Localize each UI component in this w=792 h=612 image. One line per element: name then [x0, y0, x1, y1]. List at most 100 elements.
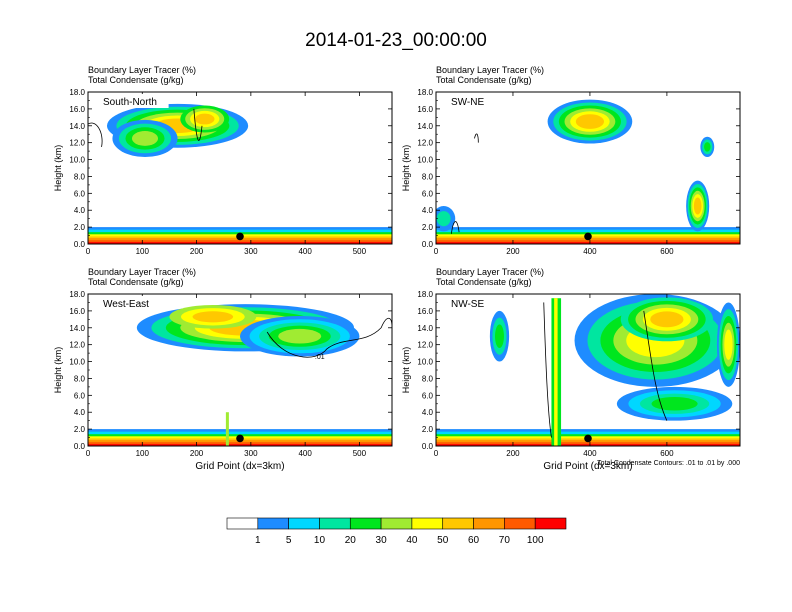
- y-tick-label: 18.0: [69, 88, 85, 97]
- y-tick-label: 8.0: [422, 374, 434, 383]
- y-tick-label: 6.0: [74, 189, 86, 198]
- x-tick-label: 600: [660, 449, 674, 458]
- panel-subtitle: Boundary Layer Tracer (%): [436, 65, 544, 75]
- y-tick-label: 16.0: [69, 307, 85, 316]
- y-tick-label: 6.0: [422, 391, 434, 400]
- y-tick-label: 10.0: [69, 156, 85, 165]
- colorbar-swatch: [504, 517, 536, 530]
- x-tick-label: 0: [86, 449, 91, 458]
- y-tick-label: 6.0: [422, 189, 434, 198]
- y-tick-label: 10.0: [417, 358, 433, 367]
- colorbar-label: 50: [437, 535, 449, 546]
- panel-subtitle: Boundary Layer Tracer (%): [88, 267, 196, 277]
- colorbar-swatch: [380, 517, 413, 530]
- colorbar-label: 70: [499, 535, 511, 546]
- colorbar: 1 5 10 20 30 40 50 60 70 100: [226, 517, 567, 546]
- colorbar-swatch: [534, 517, 567, 530]
- contour-label: .01: [315, 354, 325, 361]
- x-axis-label: Grid Point (dx=3km): [543, 461, 632, 472]
- y-tick-label: 2.0: [422, 425, 434, 434]
- x-tick-label: 400: [298, 449, 312, 458]
- y-tick-label: 18.0: [417, 88, 433, 97]
- x-tick-label: 100: [136, 247, 150, 256]
- colorbar-swatch: [226, 517, 259, 530]
- y-tick-label: 4.0: [422, 408, 434, 417]
- x-tick-label: 0: [86, 247, 91, 256]
- panel-sw-ne: Boundary Layer Tracer (%)Total Condensat…: [401, 65, 741, 256]
- y-tick-label: 4.0: [74, 408, 86, 417]
- colorbar-label: 10: [314, 535, 326, 546]
- colorbar-swatch: [319, 517, 351, 530]
- y-tick-label: 2.0: [422, 223, 434, 232]
- y-tick-label: 14.0: [69, 324, 85, 333]
- surface-marker: [584, 434, 592, 443]
- y-tick-label: 10.0: [69, 358, 85, 367]
- panel-label: South-North: [103, 97, 157, 108]
- colorbar-swatch: [288, 517, 320, 530]
- x-tick-label: 200: [506, 449, 520, 458]
- y-tick-label: 0.0: [74, 240, 86, 249]
- x-tick-label: 0: [434, 247, 439, 256]
- y-tick-label: 4.0: [422, 206, 434, 215]
- y-axis-label: Height (km): [401, 347, 411, 394]
- y-tick-label: 2.0: [74, 425, 86, 434]
- colorbar-label: 30: [376, 535, 388, 546]
- panel-south-north: Boundary Layer Tracer (%)Total Condensat…: [53, 65, 393, 256]
- panel-label: SW-NE: [451, 97, 484, 108]
- y-tick-label: 0.0: [422, 442, 434, 451]
- surface-marker: [236, 434, 244, 443]
- surface-marker: [236, 232, 244, 241]
- y-tick-label: 12.0: [417, 341, 433, 350]
- y-tick-label: 6.0: [74, 391, 86, 400]
- y-tick-label: 10.0: [417, 156, 433, 165]
- tracer-field: [436, 99, 740, 244]
- colorbar-swatch: [411, 517, 444, 530]
- y-tick-label: 0.0: [422, 240, 434, 249]
- y-axis-label: Height (km): [53, 145, 63, 192]
- panel-label: West-East: [103, 299, 149, 310]
- tracer-field: [436, 294, 740, 446]
- x-tick-label: 500: [353, 449, 367, 458]
- y-tick-label: 2.0: [74, 223, 86, 232]
- colorbar-swatch: [442, 517, 474, 530]
- colorbar-label: 5: [286, 535, 292, 546]
- y-tick-label: 14.0: [417, 122, 433, 131]
- x-tick-label: 200: [506, 247, 520, 256]
- panel-subtitle: Total Condensate (g/kg): [88, 75, 184, 85]
- surface-marker: [584, 232, 592, 241]
- colorbar-swatch: [473, 517, 505, 530]
- x-tick-label: 400: [583, 449, 597, 458]
- y-tick-label: 8.0: [422, 172, 434, 181]
- tracer-field: .01: [88, 304, 392, 446]
- colorbar-label: 40: [406, 535, 418, 546]
- x-axis-label: Grid Point (dx=3km): [195, 461, 284, 472]
- y-tick-label: 4.0: [74, 206, 86, 215]
- x-tick-label: 100: [136, 449, 150, 458]
- panel-west-east: Boundary Layer Tracer (%)Total Condensat…: [53, 267, 393, 472]
- y-tick-label: 18.0: [417, 290, 433, 299]
- x-tick-label: 600: [660, 247, 674, 256]
- colorbar-label: 60: [468, 535, 480, 546]
- contour-note: Total Condensate Contours: .01 to .01 by…: [597, 460, 740, 467]
- x-tick-label: 400: [583, 247, 597, 256]
- y-tick-label: 8.0: [74, 374, 86, 383]
- colorbar-swatch: [257, 517, 289, 530]
- y-tick-label: 0.0: [74, 442, 86, 451]
- y-tick-label: 16.0: [417, 307, 433, 316]
- y-tick-label: 12.0: [417, 139, 433, 148]
- panel-nw-se: Boundary Layer Tracer (%) Total Condensat…: [401, 267, 741, 472]
- panel-subtitle: Total Condensate (g/kg): [436, 75, 532, 85]
- x-tick-label: 300: [244, 247, 258, 256]
- y-tick-label: 14.0: [417, 324, 433, 333]
- y-axis-label: Height (km): [53, 347, 63, 394]
- colorbar-label: 20: [345, 535, 357, 546]
- x-tick-label: 300: [244, 449, 258, 458]
- y-tick-label: 14.0: [69, 122, 85, 131]
- tracer-field: [88, 103, 392, 244]
- x-tick-label: 400: [298, 247, 312, 256]
- x-tick-label: 200: [190, 247, 204, 256]
- y-tick-label: 16.0: [69, 105, 85, 114]
- panel-subtitle: Boundary Layer Tracer (%): [436, 267, 544, 277]
- panel-subtitle: Boundary Layer Tracer (%): [88, 65, 196, 75]
